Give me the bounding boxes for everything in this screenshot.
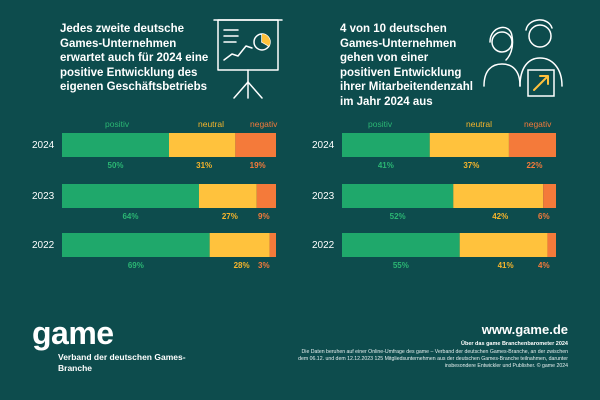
chart-business-development <box>62 133 276 257</box>
bar-2022-negativ <box>269 233 276 257</box>
data-label-2023-neutral: 27% <box>221 212 238 221</box>
chart-title-employees: 4 von 10 deutschen Games-Unternehmen geh… <box>340 23 473 108</box>
data-label-2022-neutral: 41% <box>497 261 514 270</box>
data-label-2024-negativ: 22% <box>526 161 543 170</box>
legend-neutral: neutral <box>198 119 224 129</box>
bar-2024-negativ <box>235 133 276 157</box>
data-label-2022-positiv: 55% <box>392 261 409 270</box>
data-label-2024-negativ: 19% <box>249 161 266 170</box>
game-logo: game <box>32 315 114 351</box>
legend-positiv: positiv <box>105 119 130 129</box>
year-label-2022: 2022 <box>32 240 55 251</box>
year-label-2024: 2024 <box>32 140 55 151</box>
data-label-2023-negativ: 6% <box>538 212 550 221</box>
bar-2024-positiv <box>62 133 169 157</box>
data-label-2022-negativ: 4% <box>538 261 550 270</box>
org-name: Verband der deutschen Games-Branche <box>58 352 186 373</box>
data-label-2022-negativ: 3% <box>258 261 270 270</box>
data-label-2024-positiv: 41% <box>377 161 394 170</box>
bar-2022-positiv <box>342 233 460 257</box>
presentation-board-icon <box>213 19 283 99</box>
bar-2023-positiv <box>62 184 199 208</box>
website-link[interactable]: www.game.de <box>481 322 568 337</box>
data-label-2022-neutral: 28% <box>233 261 250 270</box>
bar-2024-positiv <box>342 133 430 157</box>
data-label-2024-neutral: 31% <box>196 161 213 170</box>
bar-2024-negativ <box>508 133 556 157</box>
chart-title-business: Jedes zweite deutsche Games-Unternehmen … <box>60 23 209 93</box>
data-label-2022-positiv: 69% <box>127 261 144 270</box>
source-text: Die Daten beruhen auf einer Online-Umfra… <box>298 349 568 369</box>
legend-negativ: negativ <box>524 119 552 129</box>
bar-2022-neutral <box>459 233 548 257</box>
data-label-2023-positiv: 52% <box>389 212 406 221</box>
data-label-2023-neutral: 42% <box>492 212 509 221</box>
chart-employee-development <box>342 133 556 257</box>
legend-negativ: negativ <box>250 119 278 129</box>
bar-2022-negativ <box>547 233 556 257</box>
year-label-2022: 2022 <box>312 240 335 251</box>
year-label-2024: 2024 <box>312 140 335 151</box>
data-label-2024-positiv: 50% <box>107 161 124 170</box>
year-label-2023: 2023 <box>312 191 335 202</box>
bar-2024-neutral <box>169 133 236 157</box>
source-title: Über das game Branchenbarometer 2024 <box>461 341 568 347</box>
data-label-2024-neutral: 37% <box>463 161 480 170</box>
bar-2023-negativ <box>543 184 556 208</box>
bar-2023-negativ <box>256 184 276 208</box>
data-label-2023-positiv: 64% <box>122 212 139 221</box>
legend-neutral: neutral <box>466 119 492 129</box>
data-label-2023-negativ: 9% <box>258 212 270 221</box>
employees-growth-icon <box>483 19 563 97</box>
bar-2023-neutral <box>453 184 544 208</box>
year-label-2023: 2023 <box>32 191 55 202</box>
legend-positiv: positiv <box>368 119 393 129</box>
bar-2023-positiv <box>342 184 454 208</box>
bar-2024-neutral <box>429 133 509 157</box>
bar-2022-neutral <box>209 233 270 257</box>
bar-2023-neutral <box>198 184 257 208</box>
bar-2022-positiv <box>62 233 210 257</box>
